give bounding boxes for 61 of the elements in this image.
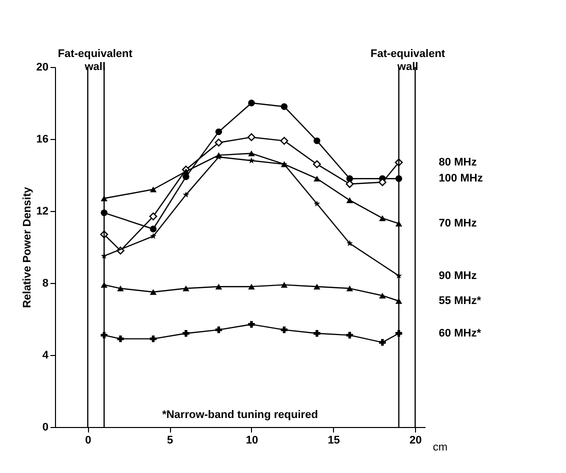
point xyxy=(117,285,124,292)
point xyxy=(314,330,320,337)
point xyxy=(182,168,190,174)
point xyxy=(379,339,386,346)
point xyxy=(346,240,353,246)
point xyxy=(214,138,223,147)
point xyxy=(314,200,320,207)
point xyxy=(314,137,320,144)
text: 100 MHz xyxy=(438,172,484,185)
ref-line-label: Fat-equivalent wall xyxy=(58,48,133,73)
point xyxy=(248,100,255,106)
text: 70 MHz xyxy=(438,218,478,230)
x-axis-title: cm xyxy=(432,442,448,454)
point xyxy=(280,282,288,288)
x-tick-label: 0 xyxy=(85,434,92,446)
point xyxy=(215,326,222,334)
text: 80 MHz xyxy=(438,156,478,168)
text: 55 MHz* xyxy=(438,295,482,307)
point xyxy=(280,103,288,110)
point xyxy=(150,226,157,232)
point xyxy=(182,191,190,198)
point xyxy=(248,284,255,290)
point xyxy=(280,136,288,145)
x-tick-label: 20 xyxy=(410,434,422,446)
point xyxy=(248,321,255,328)
x-tick-label: 5 xyxy=(167,434,174,446)
x-tick-label: 10 xyxy=(246,434,258,446)
point xyxy=(149,212,158,220)
point xyxy=(314,284,320,290)
y-tick-label: 8 xyxy=(42,278,48,290)
point xyxy=(150,289,157,295)
point xyxy=(182,330,190,337)
point xyxy=(248,150,255,156)
point xyxy=(312,160,321,168)
text: 60 MHz* xyxy=(438,327,482,340)
point xyxy=(379,215,386,222)
point xyxy=(215,128,222,136)
point xyxy=(150,335,157,342)
y-tick-label: 4 xyxy=(42,350,50,362)
y-tick-label: 20 xyxy=(36,62,48,74)
y-axis-title: Relative Power Density xyxy=(21,186,34,308)
y-tick-label: 16 xyxy=(36,134,48,146)
point xyxy=(150,186,157,192)
ref-line-label: Fat-equivalent wall xyxy=(370,48,446,73)
annotation: *Narrow-band tuning required xyxy=(162,409,318,421)
point xyxy=(346,285,354,292)
point xyxy=(248,133,256,142)
y-tick-label: 12 xyxy=(36,206,48,218)
x-tick-label: 15 xyxy=(328,434,340,446)
point xyxy=(314,176,320,182)
point xyxy=(280,326,288,334)
point xyxy=(346,332,354,339)
point xyxy=(379,292,386,299)
y-tick-label: 0 xyxy=(42,422,48,434)
point xyxy=(150,232,156,239)
point xyxy=(215,284,222,290)
point xyxy=(117,335,124,342)
point xyxy=(182,285,190,292)
point xyxy=(248,157,255,164)
text: 90 MHz xyxy=(438,270,478,282)
point xyxy=(346,197,354,204)
